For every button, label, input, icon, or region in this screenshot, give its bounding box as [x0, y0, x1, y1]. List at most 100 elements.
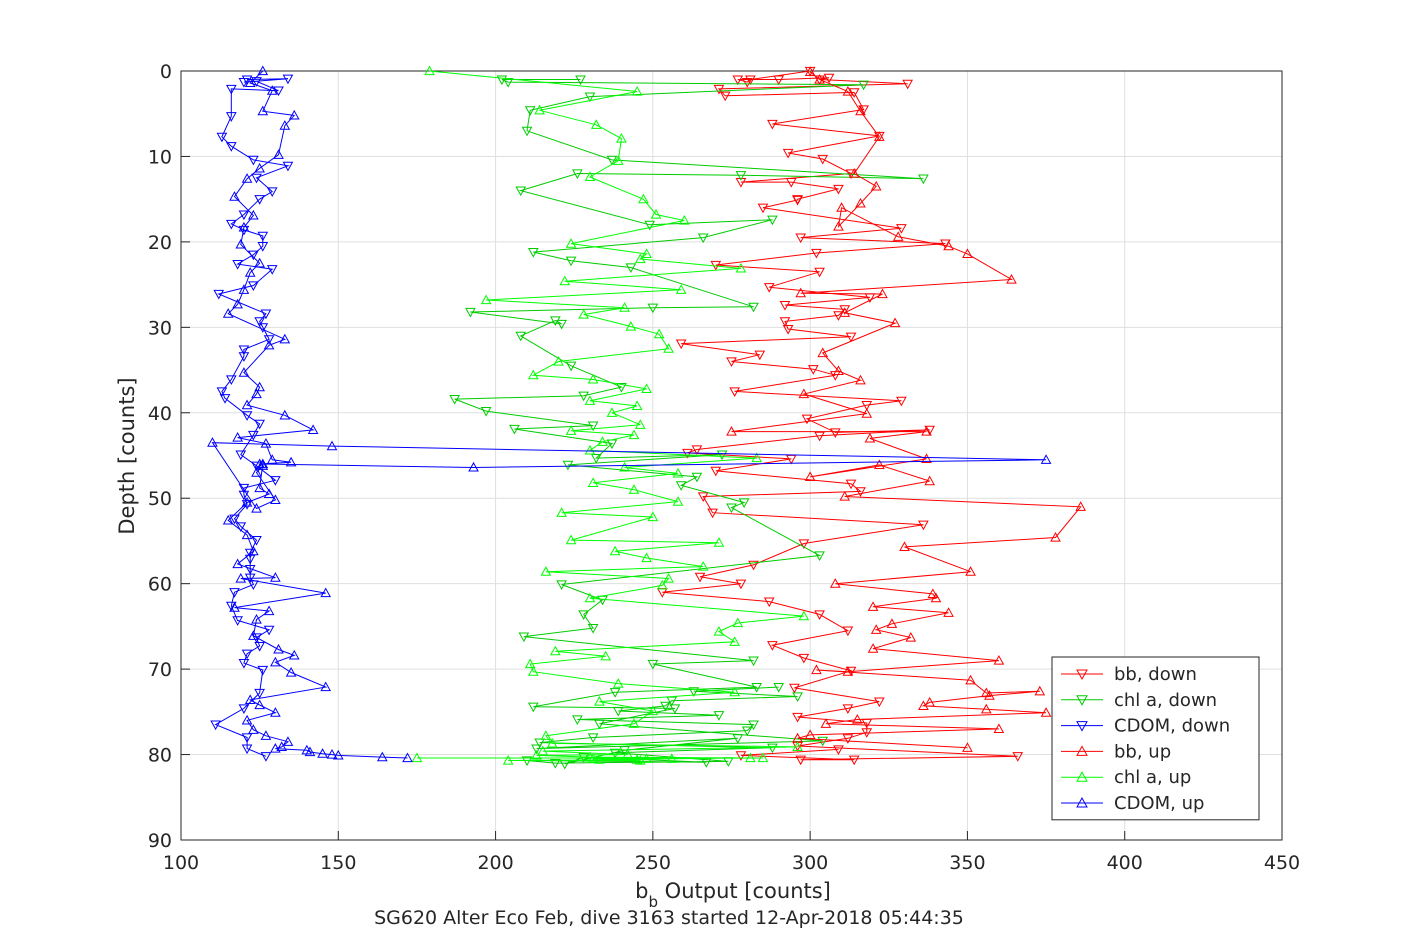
- data-point-marker: [798, 388, 810, 399]
- data-point-marker: [594, 719, 605, 730]
- data-point-marker: [713, 711, 725, 721]
- data-point-marker: [823, 73, 835, 84]
- legend-item: bb, down: [1061, 664, 1197, 685]
- data-point-marker: [238, 225, 250, 236]
- data-point-marker: [553, 355, 564, 366]
- data-point-marker: [691, 472, 703, 483]
- data-point-marker: [892, 231, 904, 241]
- data-point-marker: [540, 566, 552, 576]
- data-point-marker: [861, 408, 873, 418]
- data-point-marker: [527, 248, 539, 258]
- data-point-marker: [597, 436, 608, 446]
- data-point-marker: [279, 409, 291, 420]
- legend-item: chl a, up: [1061, 767, 1191, 788]
- data-point-marker: [248, 155, 259, 166]
- data-point-marker: [993, 655, 1005, 665]
- data-point-marker: [241, 173, 253, 183]
- data-point-marker: [502, 755, 514, 765]
- data-point-marker: [590, 453, 602, 464]
- data-point-marker: [666, 753, 678, 763]
- x-tick-label: 100: [163, 852, 199, 874]
- data-point-marker: [232, 432, 243, 442]
- data-point-marker: [748, 302, 759, 313]
- data-point-marker: [587, 623, 599, 634]
- data-point-marker: [282, 161, 294, 172]
- data-point-marker: [556, 507, 567, 517]
- data-point-marker: [650, 209, 662, 219]
- data-point-marker: [918, 174, 929, 185]
- data-point-marker: [792, 692, 803, 702]
- data-point-marker: [798, 610, 810, 621]
- data-point-marker: [896, 396, 907, 407]
- data-point-marker: [241, 496, 253, 507]
- data-point-marker: [842, 626, 854, 637]
- data-point-marker: [993, 723, 1005, 734]
- data-point-marker: [549, 316, 561, 327]
- data-point-marker: [1012, 752, 1024, 762]
- data-point-marker: [587, 753, 599, 763]
- data-point-marker: [254, 482, 265, 493]
- data-point-marker: [251, 633, 262, 644]
- data-point-marker: [631, 85, 643, 96]
- data-point-marker: [713, 537, 725, 547]
- data-point-marker: [757, 752, 769, 763]
- data-point-marker: [980, 703, 992, 714]
- data-point-marker: [238, 367, 250, 377]
- data-point-marker: [225, 84, 237, 95]
- data-point-marker: [326, 440, 338, 451]
- data-point-marker: [918, 520, 929, 531]
- data-point-marker: [288, 649, 300, 660]
- data-point-marker: [241, 649, 253, 660]
- data-point-marker: [232, 260, 243, 270]
- data-point-marker: [811, 664, 822, 675]
- data-point-marker: [672, 467, 684, 478]
- data-point-marker: [587, 373, 599, 384]
- data-point-marker: [480, 294, 492, 305]
- data-point-marker: [792, 741, 803, 751]
- data-point-marker: [628, 429, 640, 440]
- data-point-marker: [411, 752, 423, 763]
- data-point-marker: [449, 395, 461, 405]
- data-point-marker: [537, 745, 549, 756]
- data-point-marker: [279, 120, 291, 130]
- data-point-marker: [248, 630, 259, 640]
- data-point-marker: [732, 75, 744, 86]
- y-tick-label: 60: [148, 574, 172, 596]
- data-point-marker: [222, 514, 234, 525]
- data-point-marker: [257, 665, 269, 676]
- data-point-marker: [584, 592, 596, 603]
- x-tick-label: 400: [1107, 852, 1143, 874]
- data-point-marker: [814, 431, 825, 442]
- data-point-marker: [896, 224, 907, 234]
- legend-item: chl a, down: [1061, 690, 1217, 711]
- data-point-marker: [663, 343, 674, 353]
- data-point-marker: [782, 324, 794, 335]
- data-point-marker: [225, 219, 237, 230]
- data-point-marker: [266, 187, 278, 198]
- data-point-marker: [861, 400, 873, 411]
- data-point-marker: [839, 305, 851, 315]
- data-point-marker: [842, 734, 854, 744]
- data-point-marker: [873, 131, 885, 141]
- data-point-marker: [833, 365, 844, 376]
- data-point-marker: [858, 105, 869, 115]
- data-point-marker: [795, 287, 807, 298]
- data-point-marker: [244, 267, 256, 277]
- data-point-marker: [248, 724, 259, 734]
- y-tick-label: 90: [148, 830, 172, 852]
- data-point-marker: [565, 238, 577, 248]
- data-point-marker: [241, 744, 253, 755]
- data-point-marker: [1006, 273, 1017, 284]
- x-tick-label: 300: [792, 852, 828, 874]
- data-point-marker: [726, 357, 737, 368]
- data-point-marker: [244, 694, 256, 704]
- data-point-marker: [634, 253, 646, 264]
- data-point-marker: [622, 749, 634, 759]
- data-point-marker: [625, 320, 637, 331]
- data-point-marker: [251, 173, 262, 184]
- data-point-marker: [807, 365, 819, 375]
- legend-marker-swatch: [1076, 745, 1088, 756]
- data-point-marker: [867, 601, 879, 611]
- data-point-marker: [254, 688, 265, 699]
- data-point-marker: [666, 696, 678, 707]
